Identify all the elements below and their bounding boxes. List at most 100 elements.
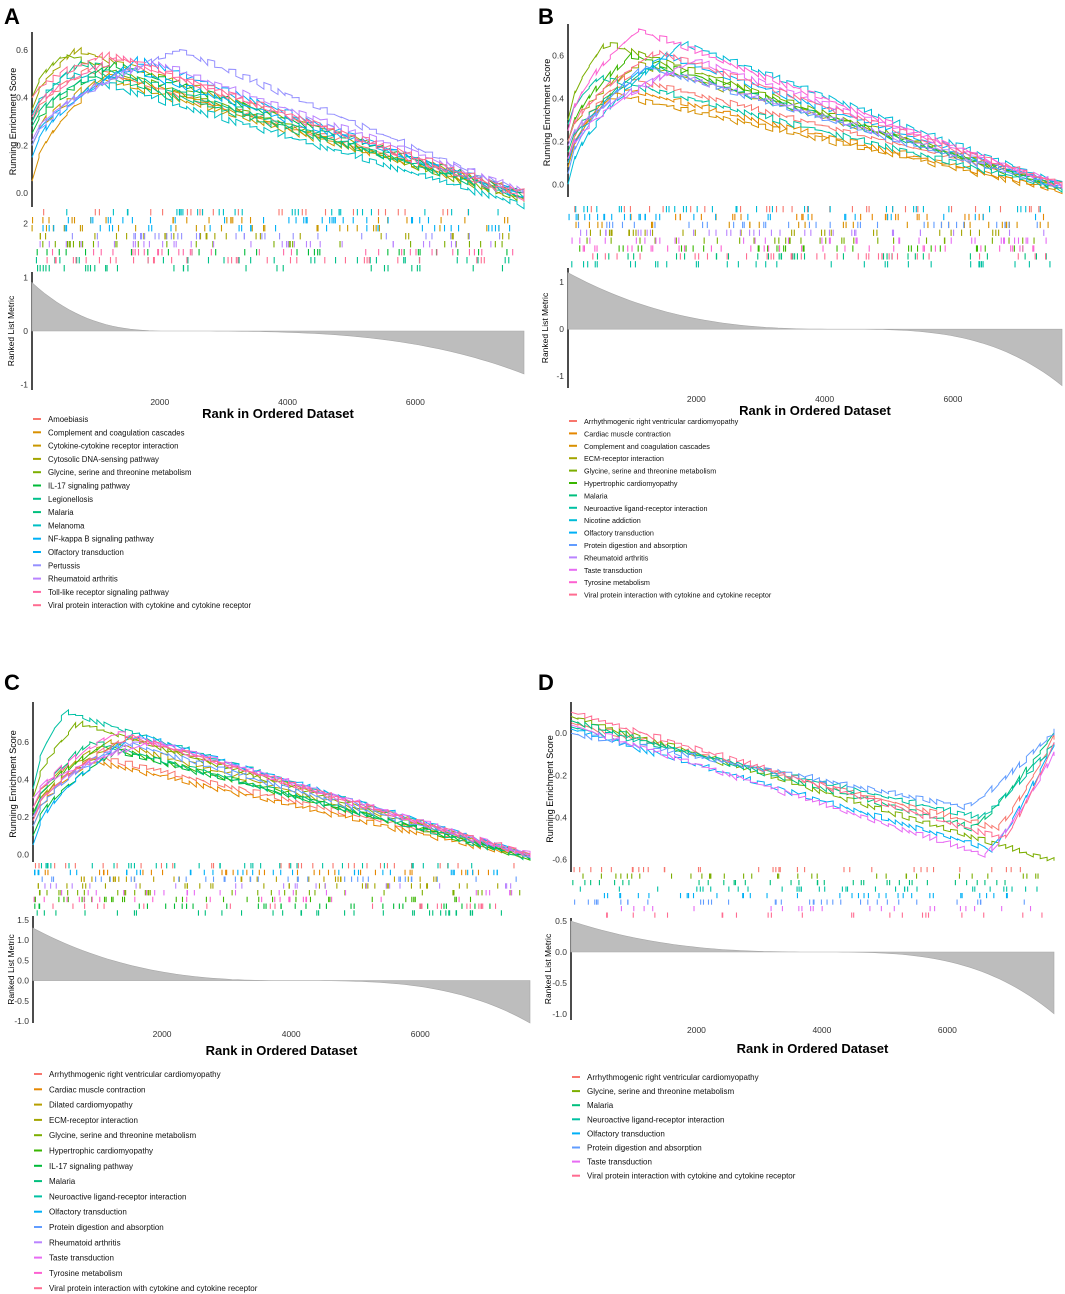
es-curve <box>32 741 531 859</box>
ranked-metric-area <box>32 927 531 1024</box>
legend-label: Arrhythmogenic right ventricular cardiom… <box>587 1073 759 1082</box>
legend-label: Glycine, serine and threonine metabolism <box>48 468 191 477</box>
legend-label: Complement and coagulation cascades <box>584 442 710 451</box>
es-curve <box>31 77 525 200</box>
legend-label: Malaria <box>48 508 74 517</box>
es-curve <box>31 70 525 210</box>
x-axis-title: Rank in Ordered Dataset <box>737 1041 889 1056</box>
ranked-metric-area <box>570 920 1055 1015</box>
metric-tick-label: 1 <box>23 272 28 282</box>
legend-label: IL-17 signaling pathway <box>48 482 130 491</box>
panel-letter: A <box>4 4 20 29</box>
metric-tick-label: 1.0 <box>17 935 29 945</box>
es-tick-label: 0.0 <box>552 179 564 189</box>
legend-label: Cardiac muscle contraction <box>49 1085 145 1094</box>
legend-label: Glycine, serine and threonine metabolism <box>587 1087 735 1096</box>
legend-label: IL-17 signaling pathway <box>49 1162 133 1171</box>
metric-tick-label: 0.5 <box>555 916 567 926</box>
x-tick-label: 2000 <box>687 394 706 404</box>
metric-tick-label: -0.5 <box>552 978 567 988</box>
metric-tick-label: -1.0 <box>552 1009 567 1019</box>
es-curve <box>567 49 1063 186</box>
metric-axis-title: Ranked List Metric <box>6 295 16 366</box>
metric-tick-label: 0.0 <box>17 976 29 986</box>
es-curve <box>567 92 1063 193</box>
legend-label: Arrhythmogenic right ventricular cardiom… <box>49 1070 221 1079</box>
legend-label: Malaria <box>584 491 608 500</box>
es-curve <box>570 728 1055 853</box>
legend-label: Cardiac muscle contraction <box>584 429 671 438</box>
metric-tick-label: -0.5 <box>14 996 29 1006</box>
metric-tick-label: 1 <box>559 277 564 287</box>
es-tick-label: 0.6 <box>552 51 564 61</box>
legend-label: NF-kappa B signaling pathway <box>48 535 154 544</box>
es-axis-title: Running Enrichment Score <box>542 59 552 167</box>
legend-label: Protein digestion and absorption <box>49 1223 164 1232</box>
legend-label: Hypertrophic cardiomyopathy <box>584 479 678 488</box>
x-tick-label: 4000 <box>812 1025 831 1035</box>
legend-label: Viral protein interaction with cytokine … <box>584 591 772 600</box>
es-axis-title: Running Enrichment Score <box>8 68 18 176</box>
legend-label: Taste transduction <box>584 566 642 575</box>
legend-label: Olfactory transduction <box>584 529 654 538</box>
x-tick-label: 2000 <box>150 397 169 407</box>
legend-label: Viral protein interaction with cytokine … <box>49 1284 258 1293</box>
x-axis-title: Rank in Ordered Dataset <box>206 1043 358 1058</box>
legend-label: Protein digestion and absorption <box>584 541 687 550</box>
legend-label: Arrhythmogenic right ventricular cardiom… <box>584 417 739 426</box>
legend-label: Neuroactive ligand-receptor interaction <box>49 1192 186 1201</box>
legend-label: Protein digestion and absorption <box>587 1144 702 1153</box>
es-tick-label: 0.4 <box>16 93 28 103</box>
legend-label: Dilated cardiomyopathy <box>49 1101 133 1110</box>
x-tick-label: 2000 <box>687 1025 706 1035</box>
legend-label: Complement and coagulation cascades <box>48 428 185 437</box>
legend-label: Olfactory transduction <box>48 548 124 557</box>
legend-label: Hypertrophic cardiomyopathy <box>49 1147 153 1156</box>
es-tick-label: 0.6 <box>17 737 29 747</box>
legend-label: Olfactory transduction <box>49 1208 127 1217</box>
panel-letter: D <box>538 670 554 695</box>
x-axis-title: Rank in Ordered Dataset <box>739 403 891 418</box>
metric-tick-label: 0.0 <box>555 947 567 957</box>
es-tick-label: 0.6 <box>16 45 28 55</box>
legend-label: Rheumatoid arthritis <box>48 575 118 584</box>
legend-label: Legionellosis <box>48 495 93 504</box>
legend-label: Malaria <box>49 1177 76 1186</box>
x-tick-label: 6000 <box>406 397 425 407</box>
x-tick-label: 6000 <box>938 1025 957 1035</box>
panel-letter: B <box>538 4 554 29</box>
x-tick-label: 4000 <box>815 394 834 404</box>
legend-label: ECM-receptor interaction <box>584 454 664 463</box>
legend-label: Rheumatoid arthritis <box>584 553 649 562</box>
legend-label: Malaria <box>587 1101 614 1110</box>
x-tick-label: 2000 <box>153 1029 172 1039</box>
legend-label: Pertussis <box>48 561 80 570</box>
es-curve <box>567 74 1063 193</box>
es-tick-label: 0.0 <box>17 849 29 859</box>
legend-label: Taste transduction <box>49 1254 114 1263</box>
legend-label: Neuroactive ligand-receptor interaction <box>584 504 707 513</box>
x-tick-label: 6000 <box>411 1029 430 1039</box>
es-curve <box>567 58 1063 188</box>
es-axis-title: Running Enrichment Score <box>545 735 555 843</box>
es-curve <box>31 55 525 199</box>
metric-axis-title: Ranked List Metric <box>6 934 16 1005</box>
legend-label: Taste transduction <box>587 1158 652 1167</box>
legend-label: Toll-like receptor signaling pathway <box>48 588 169 597</box>
metric-tick-label: -1.0 <box>14 1016 29 1026</box>
legend-label: Glycine, serine and threonine metabolism <box>584 467 716 476</box>
metric-tick-label: 2 <box>23 219 28 229</box>
es-tick-label: -0.4 <box>552 812 567 822</box>
es-curve <box>567 42 1063 189</box>
es-tick-label: 0.0 <box>16 188 28 198</box>
panel-letter: C <box>4 670 20 695</box>
es-curve <box>567 63 1063 190</box>
es-tick-label: -0.6 <box>552 854 567 864</box>
ranked-metric-area <box>31 282 525 375</box>
legend-label: Rheumatoid arthritis <box>49 1238 121 1247</box>
legend-label: Glycine, serine and threonine metabolism <box>49 1131 197 1140</box>
metric-tick-label: 0 <box>559 324 564 334</box>
es-tick-label: 0.2 <box>552 136 564 146</box>
metric-tick-label: -1 <box>556 371 564 381</box>
